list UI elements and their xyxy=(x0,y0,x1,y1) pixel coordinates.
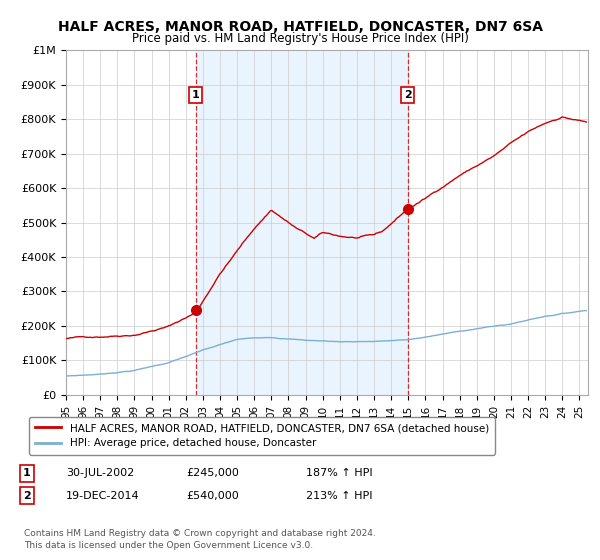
Text: 2: 2 xyxy=(404,90,412,100)
Text: 19-DEC-2014: 19-DEC-2014 xyxy=(66,491,140,501)
Text: HALF ACRES, MANOR ROAD, HATFIELD, DONCASTER, DN7 6SA: HALF ACRES, MANOR ROAD, HATFIELD, DONCAS… xyxy=(58,20,542,34)
Text: 30-JUL-2002: 30-JUL-2002 xyxy=(66,468,134,478)
Legend: HALF ACRES, MANOR ROAD, HATFIELD, DONCASTER, DN7 6SA (detached house), HPI: Aver: HALF ACRES, MANOR ROAD, HATFIELD, DONCAS… xyxy=(29,417,496,455)
Text: 2: 2 xyxy=(23,491,31,501)
Text: 187% ↑ HPI: 187% ↑ HPI xyxy=(306,468,373,478)
Text: 213% ↑ HPI: 213% ↑ HPI xyxy=(306,491,373,501)
Text: Price paid vs. HM Land Registry's House Price Index (HPI): Price paid vs. HM Land Registry's House … xyxy=(131,32,469,45)
Text: 1: 1 xyxy=(23,468,31,478)
Bar xyxy=(196,50,407,395)
Text: Contains HM Land Registry data © Crown copyright and database right 2024.
This d: Contains HM Land Registry data © Crown c… xyxy=(24,529,376,550)
Text: £540,000: £540,000 xyxy=(186,491,239,501)
Text: £245,000: £245,000 xyxy=(186,468,239,478)
Text: 1: 1 xyxy=(192,90,200,100)
